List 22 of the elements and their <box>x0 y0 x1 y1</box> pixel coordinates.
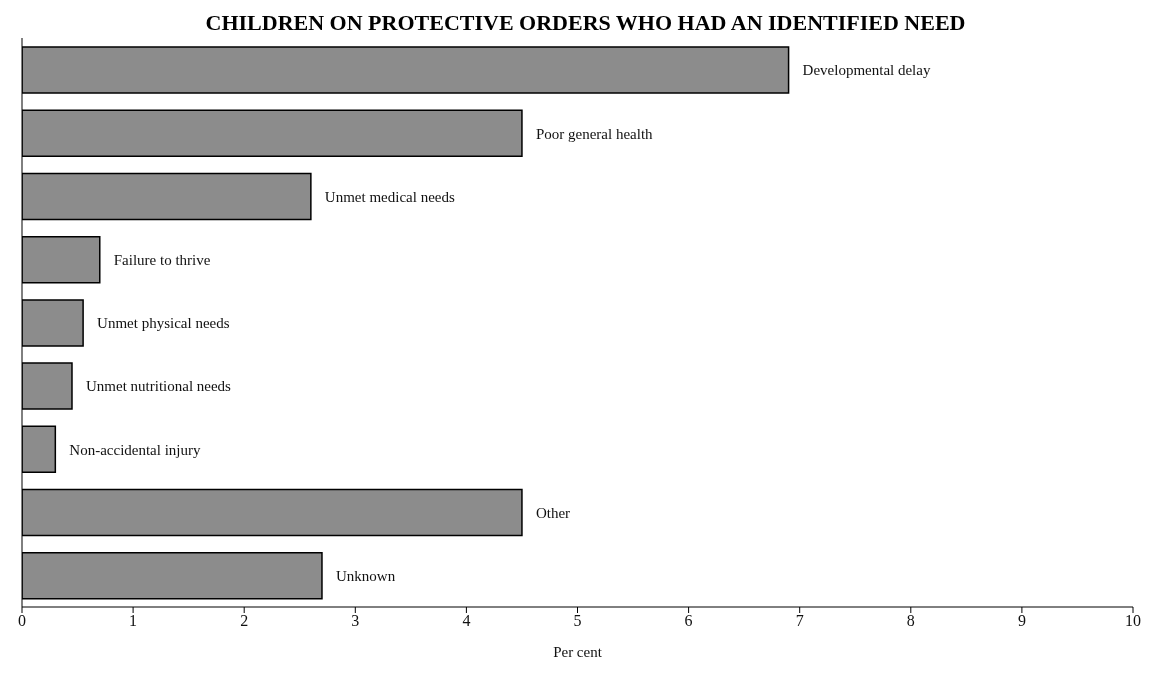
y-tick-label: Unknown <box>335 568 396 585</box>
y-tick-label: Non-accidental injury <box>69 441 202 458</box>
x-tick-label: 7 <box>795 612 804 630</box>
y-tick-label: Unmet nutritional needs <box>86 378 232 395</box>
y-tick-label: Failure to thrive <box>113 251 211 268</box>
chart-title: CHILDREN ON PROTECTIVE ORDERS WHO HAD AN IDENTIFIED NEED <box>204 9 967 37</box>
x-tick-label: 4 <box>462 612 471 630</box>
x-tick-label: 2 <box>240 612 249 630</box>
x-tick-label: 10 <box>1125 612 1141 630</box>
x-axis-title: Per cent <box>553 644 603 660</box>
x-tick-label: 8 <box>906 612 915 630</box>
y-tick-label: Developmental delay <box>802 62 931 79</box>
y-tick-label: Other <box>535 504 571 521</box>
x-tick-label: 3 <box>351 612 360 630</box>
y-tick-label: Unmet medical needs <box>324 188 455 205</box>
y-tick-label: Poor general health <box>535 125 654 142</box>
x-tick-label: 9 <box>1017 612 1026 630</box>
x-tick-label: 0 <box>18 612 26 630</box>
y-tick-label: Unmet physical needs <box>97 315 230 332</box>
x-tick-label: 1 <box>129 612 138 630</box>
x-tick-label: 6 <box>684 612 693 630</box>
x-tick-label: 5 <box>573 612 582 630</box>
